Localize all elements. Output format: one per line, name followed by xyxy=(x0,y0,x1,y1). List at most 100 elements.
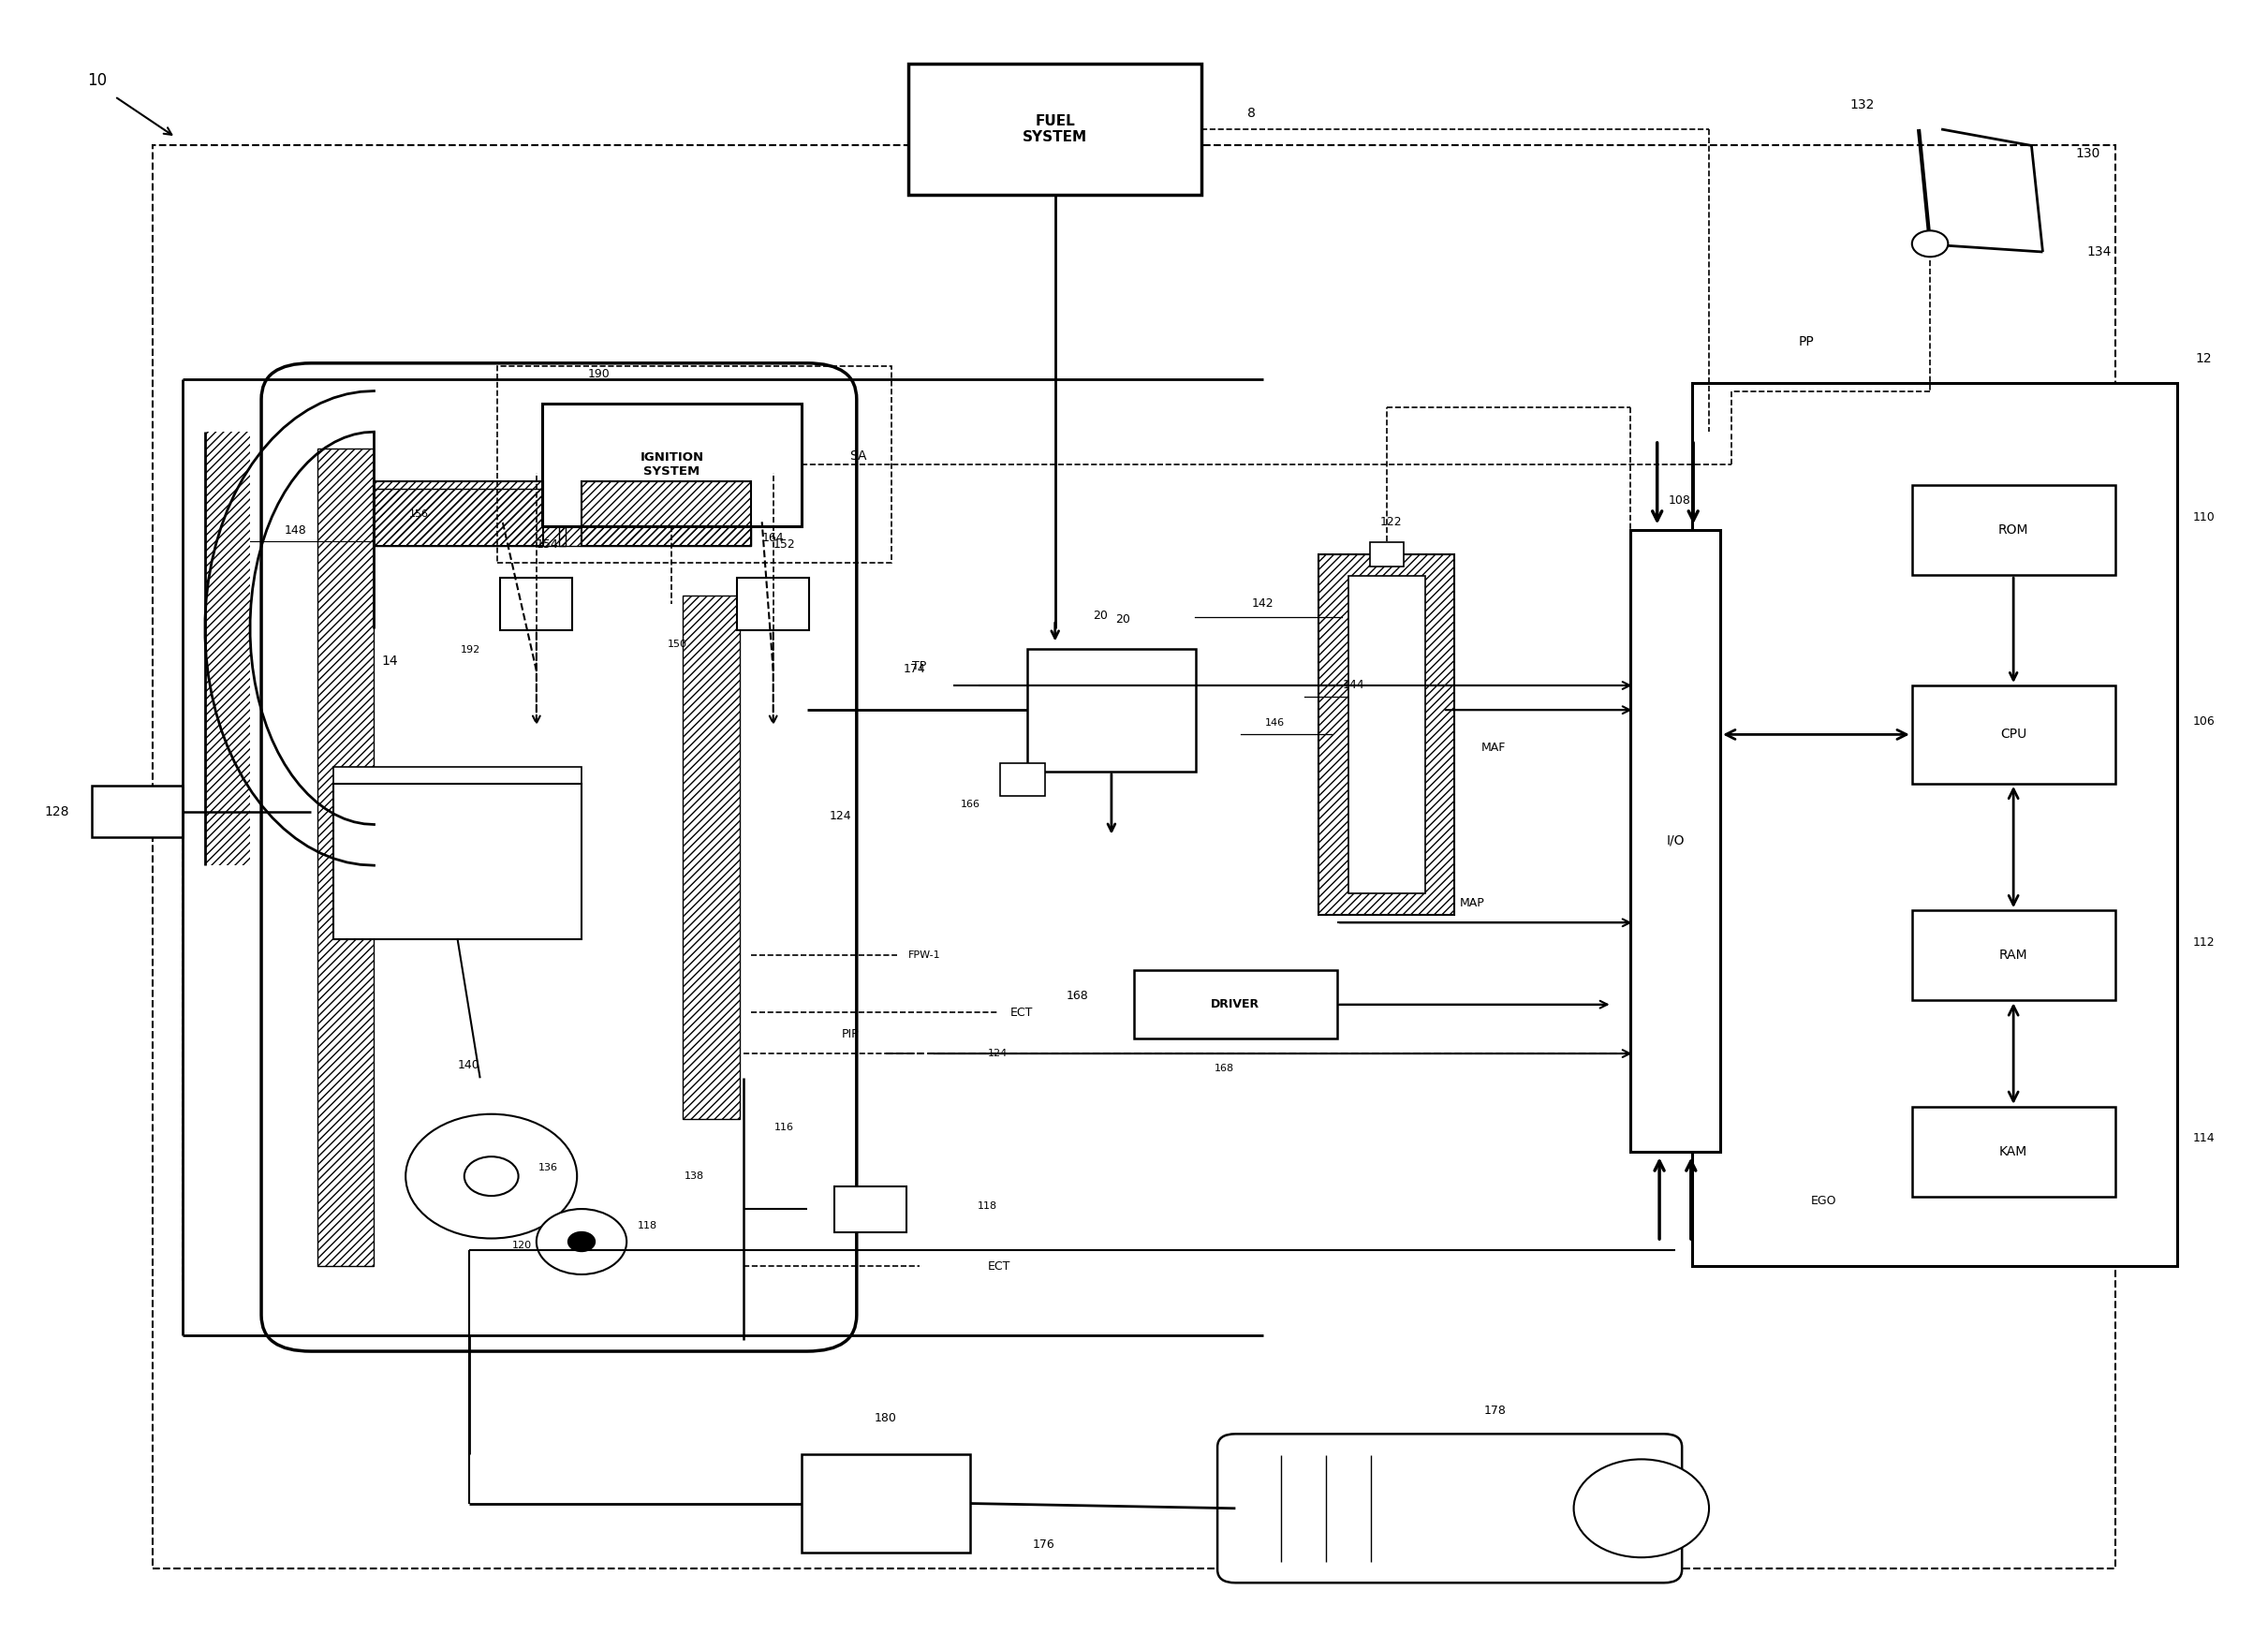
Text: SA: SA xyxy=(848,450,866,463)
Text: PP: PP xyxy=(1799,335,1814,348)
Text: ECT: ECT xyxy=(1009,1006,1032,1019)
Text: 156: 156 xyxy=(408,510,429,518)
Text: 190: 190 xyxy=(587,368,610,379)
FancyBboxPatch shape xyxy=(1218,1435,1683,1583)
Text: TP: TP xyxy=(912,660,928,671)
Text: 164: 164 xyxy=(762,533,785,544)
Text: DRIVER: DRIVER xyxy=(1211,998,1261,1011)
Text: 128: 128 xyxy=(45,805,70,818)
Text: I/O: I/O xyxy=(1667,834,1685,848)
Text: 124: 124 xyxy=(987,1049,1007,1059)
Bar xyxy=(1912,686,2116,783)
Text: 142: 142 xyxy=(1252,597,1275,610)
Text: 146: 146 xyxy=(1266,719,1286,727)
Text: 14: 14 xyxy=(381,655,399,668)
Text: 8: 8 xyxy=(1247,106,1256,119)
Text: 154: 154 xyxy=(538,539,558,551)
Bar xyxy=(1692,383,2177,1266)
Text: PIP: PIP xyxy=(841,1027,860,1041)
Text: EGO: EGO xyxy=(1810,1194,1837,1207)
Text: MAP: MAP xyxy=(1461,897,1486,909)
Bar xyxy=(1912,1106,2116,1197)
Bar xyxy=(1027,648,1195,772)
Circle shape xyxy=(406,1115,576,1238)
Bar xyxy=(497,366,891,562)
Bar xyxy=(1912,485,2116,576)
Text: 114: 114 xyxy=(2193,1133,2216,1144)
Bar xyxy=(333,767,581,792)
Text: 152: 152 xyxy=(773,539,796,551)
Bar xyxy=(1320,554,1454,915)
Bar xyxy=(558,490,751,546)
Bar xyxy=(1631,529,1721,1151)
Text: 140: 140 xyxy=(458,1059,481,1072)
Bar xyxy=(374,482,544,546)
Bar xyxy=(909,64,1202,195)
Text: 168: 168 xyxy=(1213,1064,1234,1073)
Text: 20: 20 xyxy=(1093,610,1107,622)
Bar xyxy=(333,839,581,864)
Bar xyxy=(204,432,249,866)
Bar xyxy=(1370,543,1404,567)
Text: 166: 166 xyxy=(962,800,980,808)
Text: MAF: MAF xyxy=(1481,742,1506,754)
Text: FPW-1: FPW-1 xyxy=(909,951,941,960)
Text: FUEL
SYSTEM: FUEL SYSTEM xyxy=(1023,114,1086,145)
Text: 118: 118 xyxy=(637,1220,658,1230)
Bar xyxy=(501,577,572,630)
Text: 12: 12 xyxy=(2195,351,2211,364)
Bar xyxy=(318,449,374,1266)
Text: 20: 20 xyxy=(1116,613,1129,625)
Text: ECT: ECT xyxy=(987,1260,1009,1273)
Bar xyxy=(1347,576,1424,894)
Bar xyxy=(581,482,751,546)
Text: 144: 144 xyxy=(1343,679,1365,691)
Bar xyxy=(1134,970,1336,1039)
Bar xyxy=(333,783,581,938)
Text: 132: 132 xyxy=(1851,97,1876,110)
Text: 138: 138 xyxy=(685,1171,703,1181)
Bar xyxy=(333,876,581,900)
Bar xyxy=(737,577,810,630)
Text: 122: 122 xyxy=(1379,516,1402,528)
Bar xyxy=(152,145,2116,1568)
Text: 168: 168 xyxy=(1066,989,1089,1003)
Text: 124: 124 xyxy=(830,810,853,823)
Circle shape xyxy=(1912,231,1948,257)
Text: 178: 178 xyxy=(1483,1405,1506,1416)
Text: 176: 176 xyxy=(1032,1539,1055,1550)
Circle shape xyxy=(538,1209,626,1275)
Circle shape xyxy=(567,1232,594,1252)
Text: 150: 150 xyxy=(667,640,687,650)
Bar xyxy=(835,1186,907,1232)
Text: 130: 130 xyxy=(2075,147,2100,160)
Bar xyxy=(1912,910,2116,1001)
Text: 136: 136 xyxy=(538,1164,558,1172)
Bar xyxy=(683,595,739,1120)
Bar xyxy=(333,803,581,828)
Text: 112: 112 xyxy=(2193,937,2216,948)
Bar xyxy=(542,404,801,526)
Text: KAM: KAM xyxy=(2000,1144,2028,1158)
Text: 120: 120 xyxy=(513,1240,533,1250)
Bar xyxy=(93,785,181,838)
Text: 10: 10 xyxy=(86,71,107,89)
Text: CPU: CPU xyxy=(2000,727,2028,740)
Text: 134: 134 xyxy=(2087,246,2112,259)
Text: 106: 106 xyxy=(2193,716,2216,727)
Text: IGNITION
SYSTEM: IGNITION SYSTEM xyxy=(640,452,703,478)
Text: ROM: ROM xyxy=(1998,523,2028,536)
Circle shape xyxy=(465,1156,519,1196)
Text: 180: 180 xyxy=(875,1412,898,1425)
Bar xyxy=(801,1454,971,1552)
Text: 108: 108 xyxy=(1669,495,1692,506)
Text: 118: 118 xyxy=(978,1200,998,1210)
Text: 174: 174 xyxy=(903,663,925,674)
Circle shape xyxy=(1574,1459,1710,1557)
Text: 192: 192 xyxy=(460,645,481,655)
Text: 110: 110 xyxy=(2193,511,2216,523)
Bar xyxy=(1000,763,1046,796)
Text: 148: 148 xyxy=(284,524,306,536)
Bar xyxy=(374,490,565,546)
Text: 116: 116 xyxy=(776,1123,794,1131)
